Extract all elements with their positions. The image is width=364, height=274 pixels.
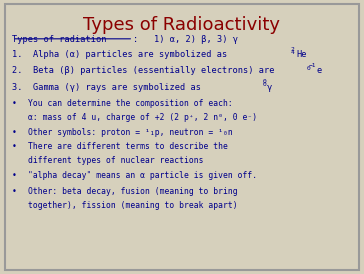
FancyBboxPatch shape	[5, 4, 359, 270]
Text: :   1) α, 2) β, 3) γ: : 1) α, 2) β, 3) γ	[133, 35, 238, 44]
Text: −1: −1	[309, 63, 316, 68]
Text: •: •	[12, 142, 17, 152]
Text: 4: 4	[290, 50, 294, 55]
Text: "alpha decay" means an α particle is given off.: "alpha decay" means an α particle is giv…	[28, 171, 258, 180]
Text: Other: beta decay, fusion (meaning to bring: Other: beta decay, fusion (meaning to br…	[28, 187, 238, 196]
Text: •: •	[12, 127, 17, 136]
Text: 2: 2	[290, 47, 294, 52]
Text: Types of Radioactivity: Types of Radioactivity	[83, 16, 281, 34]
Text: γ: γ	[267, 83, 273, 92]
Text: •: •	[12, 187, 17, 196]
Text: 0: 0	[306, 66, 310, 71]
Text: •: •	[12, 99, 17, 108]
Text: There are different terms to describe the: There are different terms to describe th…	[28, 142, 228, 152]
Text: You can determine the composition of each:: You can determine the composition of eac…	[28, 99, 233, 108]
Text: 0: 0	[262, 82, 266, 87]
Text: 0: 0	[262, 79, 266, 84]
Text: e: e	[316, 67, 322, 75]
Text: 2.  Beta (β) particles (essentially electrons) are: 2. Beta (β) particles (essentially elect…	[12, 67, 275, 75]
Text: α: mass of 4 u, charge of +2 (2 p⁺, 2 n⁰, 0 e⁻): α: mass of 4 u, charge of +2 (2 p⁺, 2 n⁰…	[28, 113, 258, 122]
Text: different types of nuclear reactions: different types of nuclear reactions	[28, 156, 204, 165]
Text: 1.  Alpha (α) particles are symbolized as: 1. Alpha (α) particles are symbolized as	[12, 50, 233, 59]
Text: Other symbols: proton = ¹₁p, neutron = ¹₀n: Other symbols: proton = ¹₁p, neutron = ¹…	[28, 127, 233, 136]
Text: •: •	[12, 171, 17, 180]
Text: He: He	[297, 50, 307, 59]
Text: together), fission (meaning to break apart): together), fission (meaning to break apa…	[28, 201, 238, 210]
Text: Types of radiation: Types of radiation	[12, 35, 107, 44]
Text: 3.  Gamma (γ) rays are symbolized as: 3. Gamma (γ) rays are symbolized as	[12, 83, 206, 92]
